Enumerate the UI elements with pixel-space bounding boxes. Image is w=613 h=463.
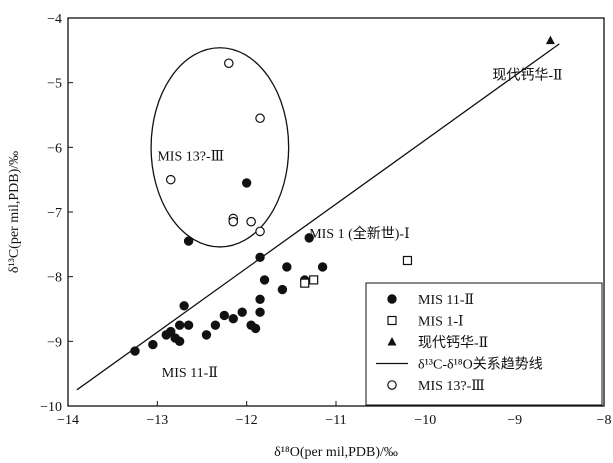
data-point <box>304 233 314 243</box>
legend: MIS 11-Ⅱ MIS 1-Ⅰ 现代钙华-Ⅱ δ¹³C-δ¹⁸O关系趋势线 MIS 1… <box>365 282 603 406</box>
data-point <box>277 284 288 295</box>
data-point <box>255 226 265 237</box>
data-point <box>300 278 310 288</box>
y-tick-label: −5 <box>47 77 62 92</box>
y-tick-label: −8 <box>47 271 62 286</box>
data-point <box>130 346 140 356</box>
trend-line <box>76 43 560 391</box>
data-point <box>201 330 212 340</box>
x-tick-label: −14 <box>57 413 79 428</box>
data-point <box>183 320 194 330</box>
y-axis-title: δ¹³C(per mil,PDB)/‰ <box>7 151 22 273</box>
legend-label: MIS 11-Ⅱ <box>418 293 474 308</box>
legend-marker <box>387 315 397 326</box>
legend-label: δ¹³C-δ¹⁸O关系趋势线 <box>418 357 543 373</box>
data-point <box>183 236 194 246</box>
data-point <box>165 174 176 185</box>
data-point <box>255 252 265 262</box>
legend-label: 现代钙华-Ⅱ <box>418 335 488 351</box>
annotation-label: MIS 13?-Ⅲ <box>157 149 224 164</box>
x-tick-label: −10 <box>414 413 436 428</box>
y-tick-label: −9 <box>47 335 62 350</box>
y-tick-label: −7 <box>47 206 62 221</box>
mis13-group-ellipse <box>150 47 290 248</box>
legend-marker <box>387 337 397 346</box>
data-point <box>309 275 319 285</box>
data-point <box>545 35 555 45</box>
y-tick-label: −10 <box>40 400 62 415</box>
x-tick-label: −9 <box>507 413 522 428</box>
data-point <box>246 216 256 227</box>
data-point <box>255 294 265 304</box>
data-point <box>241 178 252 188</box>
x-tick-label: −11 <box>325 413 346 428</box>
y-tick-label: −6 <box>47 141 62 156</box>
data-point <box>259 275 270 285</box>
data-point <box>228 216 239 227</box>
data-point <box>255 307 265 317</box>
data-point <box>219 310 230 321</box>
data-point <box>250 323 261 334</box>
legend-label: MIS 1-Ⅰ <box>418 315 464 330</box>
annotation-label: 现代钙华-Ⅱ <box>492 67 562 83</box>
y-tick-label: −4 <box>47 12 62 27</box>
legend-box <box>365 282 603 406</box>
data-point <box>228 314 238 324</box>
data-point <box>166 326 176 337</box>
legend-label: MIS 13?-Ⅲ <box>418 379 485 394</box>
data-point <box>210 320 221 330</box>
data-point <box>174 336 185 347</box>
data-point <box>148 339 158 350</box>
data-point <box>174 320 185 330</box>
data-point <box>237 307 247 317</box>
x-axis-title: δ¹⁸O(per mil,PDB)/‰ <box>274 445 398 460</box>
data-point <box>255 113 265 124</box>
x-tick-label: −13 <box>146 413 168 428</box>
legend-marker <box>387 294 397 304</box>
annotation-label: MIS 11-Ⅱ <box>162 366 218 381</box>
data-point <box>224 58 234 69</box>
annotation-label: MIS 1 (全新世)-Ⅰ <box>309 225 409 242</box>
data-point <box>317 262 328 272</box>
data-point <box>402 255 413 266</box>
data-point <box>282 262 292 272</box>
legend-marker <box>387 380 397 390</box>
data-point <box>179 301 189 311</box>
x-tick-label: −12 <box>236 413 258 428</box>
x-tick-label: −8 <box>597 413 612 428</box>
